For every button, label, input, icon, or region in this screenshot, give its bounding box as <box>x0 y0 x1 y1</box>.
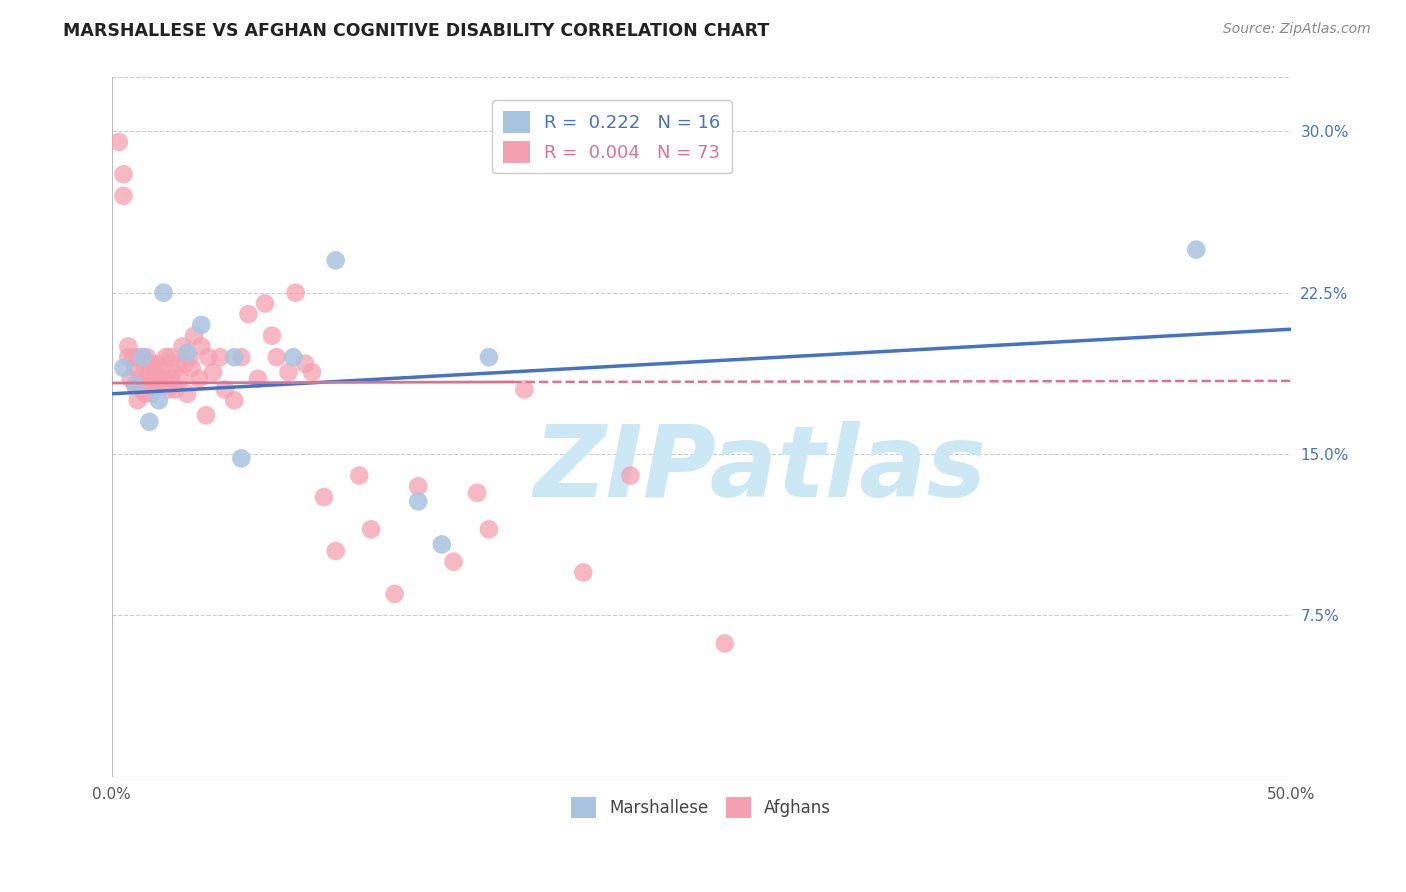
Point <box>253 296 276 310</box>
Point <box>197 350 219 364</box>
Point <box>179 350 201 364</box>
Point <box>152 285 174 300</box>
Point <box>155 350 177 364</box>
Point <box>266 350 288 364</box>
Point <box>127 350 149 364</box>
Point <box>162 365 184 379</box>
Point <box>120 372 142 386</box>
Point <box>159 350 181 364</box>
Point <box>112 361 135 376</box>
Point <box>143 361 166 376</box>
Point <box>430 537 453 551</box>
Point <box>122 350 145 364</box>
Point <box>107 135 129 149</box>
Point <box>209 350 232 364</box>
Point <box>572 566 595 580</box>
Point <box>117 339 139 353</box>
Point <box>138 378 160 392</box>
Point <box>478 350 501 364</box>
Point <box>176 346 198 360</box>
Point <box>260 328 283 343</box>
Point <box>325 544 347 558</box>
Point <box>166 357 188 371</box>
Point <box>195 409 218 423</box>
Point <box>138 415 160 429</box>
Point <box>165 383 187 397</box>
Point <box>141 372 163 386</box>
Point <box>443 555 465 569</box>
Point <box>136 350 159 364</box>
Point <box>124 361 146 376</box>
Point <box>134 361 156 376</box>
Point <box>713 636 735 650</box>
Point <box>124 378 146 392</box>
Point <box>180 361 202 376</box>
Point <box>145 372 167 386</box>
Point <box>312 490 335 504</box>
Point <box>148 393 170 408</box>
Point <box>406 479 429 493</box>
Point <box>224 350 246 364</box>
Point <box>277 365 299 379</box>
Point <box>1185 243 1208 257</box>
Point <box>131 383 153 397</box>
Point <box>406 494 429 508</box>
Point <box>478 522 501 536</box>
Point <box>117 350 139 364</box>
Point <box>325 253 347 268</box>
Point <box>131 350 153 364</box>
Point <box>238 307 260 321</box>
Point <box>173 357 195 371</box>
Legend: Marshallese, Afghans: Marshallese, Afghans <box>565 791 838 824</box>
Point <box>176 386 198 401</box>
Point <box>148 357 170 371</box>
Text: MARSHALLESE VS AFGHAN COGNITIVE DISABILITY CORRELATION CHART: MARSHALLESE VS AFGHAN COGNITIVE DISABILI… <box>63 22 769 40</box>
Point <box>190 339 212 353</box>
Point <box>619 468 641 483</box>
Point <box>183 328 205 343</box>
Point <box>172 339 194 353</box>
Point <box>138 357 160 371</box>
Point <box>190 318 212 332</box>
Point <box>465 485 488 500</box>
Point <box>224 393 246 408</box>
Point <box>159 372 181 386</box>
Point <box>136 369 159 384</box>
Point <box>349 468 371 483</box>
Point <box>231 451 253 466</box>
Point <box>384 587 406 601</box>
Point <box>246 372 269 386</box>
Point <box>131 350 153 364</box>
Point <box>148 378 170 392</box>
Point <box>169 372 191 386</box>
Text: ZIPatlas: ZIPatlas <box>533 421 987 517</box>
Point <box>284 285 307 300</box>
Point <box>360 522 382 536</box>
Point <box>513 383 536 397</box>
Point <box>157 383 180 397</box>
Point <box>283 350 305 364</box>
Point <box>152 372 174 386</box>
Point <box>150 361 173 376</box>
Point <box>202 365 225 379</box>
Point <box>187 372 209 386</box>
Point <box>141 386 163 401</box>
Point <box>129 378 152 392</box>
Text: Source: ZipAtlas.com: Source: ZipAtlas.com <box>1223 22 1371 37</box>
Point <box>124 378 146 392</box>
Point <box>301 365 323 379</box>
Point <box>214 383 236 397</box>
Point <box>112 167 135 181</box>
Point <box>231 350 253 364</box>
Point <box>294 357 316 371</box>
Point <box>134 386 156 401</box>
Point <box>127 393 149 408</box>
Point <box>112 189 135 203</box>
